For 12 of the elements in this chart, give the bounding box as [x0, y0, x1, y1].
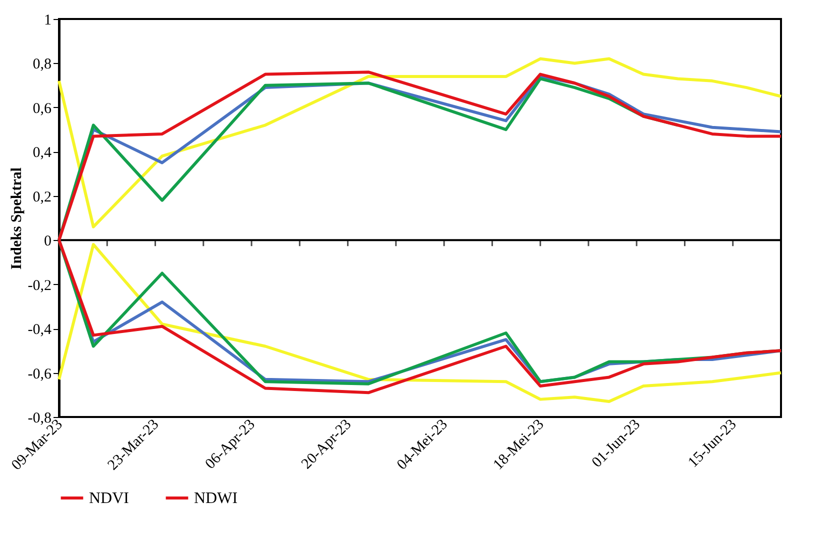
- legend-label: NDWI: [194, 490, 238, 507]
- y-tick-label: 0,4: [32, 145, 52, 162]
- y-tick-label: 1: [44, 12, 52, 28]
- y-axis-title: Indeks Spektral: [8, 167, 25, 270]
- y-tick-label: 0,8: [32, 56, 52, 73]
- y-tick-label: -0,2: [28, 278, 52, 294]
- y-tick-label: 0,2: [32, 189, 52, 206]
- y-tick-label: -0,4: [28, 322, 52, 338]
- y-tick-label: 0,6: [32, 100, 52, 117]
- y-tick-label: 0: [44, 234, 52, 250]
- legend-label: NDVI: [89, 490, 129, 507]
- y-tick-label: -0,6: [28, 366, 52, 382]
